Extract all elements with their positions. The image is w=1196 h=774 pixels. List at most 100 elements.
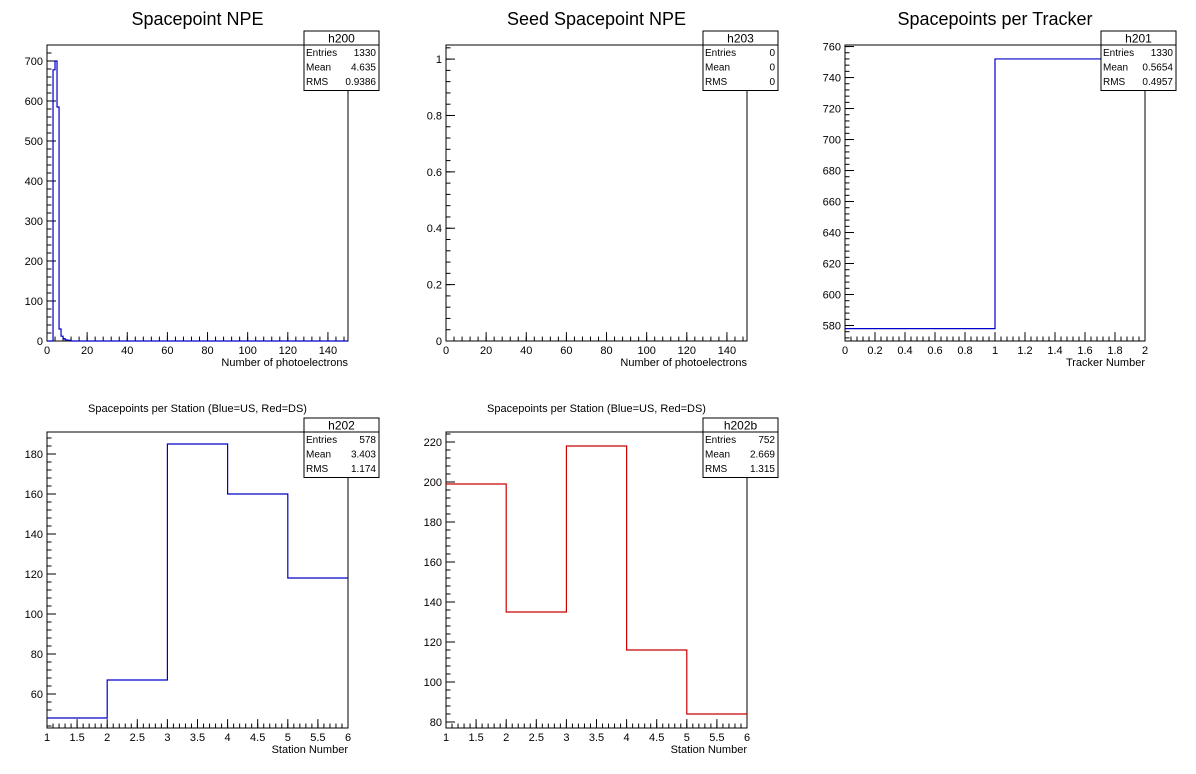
y-tick-label: 160: [25, 489, 43, 501]
stats-label: RMS: [705, 77, 728, 88]
y-tick-label: 120: [424, 637, 442, 649]
y-tick-label: 500: [25, 136, 43, 148]
stats-value: 2.669: [750, 450, 775, 461]
x-tick-label: 0.2: [867, 345, 882, 357]
histogram-line: [845, 58, 1145, 330]
stats-label: RMS: [306, 464, 329, 475]
stats-histogram-name: h200: [328, 32, 355, 46]
x-tick-label: 0.8: [957, 345, 972, 357]
y-tick-label: 200: [25, 256, 43, 268]
y-tick-label: 620: [823, 259, 841, 271]
x-tick-label: 1.6: [1077, 345, 1092, 357]
histogram-bin: [288, 578, 348, 728]
y-tick-label: 0.2: [427, 280, 442, 292]
x-axis-label: Tracker Number: [1066, 357, 1145, 369]
x-tick-label: 2: [1142, 345, 1148, 357]
x-tick-label: 4: [225, 732, 231, 744]
y-tick-label: 740: [823, 73, 841, 85]
x-axis-label: Station Number: [272, 744, 349, 756]
x-tick-label: 1.5: [69, 732, 84, 744]
histogram-panel-3: Spacepoints per Tracker 0 0.2 0.4 0.6 0.8 1 1.2…: [823, 9, 1177, 369]
y-tick-label: 80: [430, 717, 442, 729]
histogram-bin: [47, 718, 107, 728]
x-tick-label: 120: [279, 345, 297, 357]
histogram-bin: [63, 339, 65, 341]
y-tick-label: 700: [823, 135, 841, 147]
x-tick-label: 3: [563, 732, 569, 744]
x-tick-label: 1.5: [468, 732, 483, 744]
x-axis-label: Number of photoelectrons: [221, 357, 348, 369]
x-tick-label: 1.2: [1017, 345, 1032, 357]
x-axis-label: Station Number: [671, 744, 748, 756]
histogram-panel-5: Spacepoints per Station (Blue=US, Red=DS…: [424, 403, 779, 756]
stats-frame: [1100, 30, 1177, 91]
x-tick-label: 5: [684, 732, 690, 744]
y-tick-label: 180: [25, 449, 43, 461]
x-tick-label: 0.6: [927, 345, 942, 357]
y-tick-label: 100: [424, 677, 442, 689]
histogram-bin: [57, 107, 59, 341]
stats-box: h202 Entries 578 Mean 3.403 RMS 1.174: [303, 417, 380, 478]
histogram-bin: [59, 329, 61, 341]
histogram-bin: [995, 59, 1145, 341]
x-tick-label: 6: [345, 732, 351, 744]
histogram-bin: [446, 484, 506, 728]
chart-title: Spacepoint NPE: [131, 9, 263, 29]
stats-value: 0: [769, 63, 775, 74]
x-tick-label: 1: [443, 732, 449, 744]
plot-frame: [46, 44, 349, 342]
x-tick-label: 6: [744, 732, 750, 744]
histogram-bin: [228, 494, 288, 728]
stats-label: Entries: [306, 48, 337, 59]
histogram-bin: [566, 446, 626, 728]
histogram-bin: [687, 714, 747, 728]
x-tick-label: 120: [678, 345, 696, 357]
stats-value: 0.5654: [1142, 63, 1173, 74]
histogram-bin: [65, 340, 67, 341]
stats-histogram-name: h202b: [724, 419, 758, 433]
histogram-bin: [107, 680, 167, 728]
x-tick-label: 100: [637, 345, 655, 357]
chart-title: Spacepoints per Station (Blue=US, Red=DS…: [88, 403, 307, 415]
histogram-panel-1: Spacepoint NPE 0 20 40 60 80 100 120 140 0 100 200 3…: [25, 9, 380, 369]
stats-value: 0.4957: [1142, 77, 1173, 88]
plot-frame: [445, 44, 748, 342]
x-tick-label: 20: [480, 345, 492, 357]
y-tick-label: 140: [424, 597, 442, 609]
y-tick-label: 220: [424, 437, 442, 449]
y-tick-label: 160: [424, 557, 442, 569]
x-tick-label: 2.5: [529, 732, 544, 744]
chart-title: Spacepoints per Tracker: [897, 9, 1092, 29]
y-tick-label: 600: [25, 96, 43, 108]
y-tick-label: 640: [823, 228, 841, 240]
stats-label: Mean: [1103, 63, 1128, 74]
stats-value: 0: [769, 77, 775, 88]
y-tick-label: 680: [823, 166, 841, 178]
stats-box: h201 Entries 1330 Mean 0.5654 RMS 0.4957: [1100, 30, 1177, 91]
stats-label: Entries: [705, 435, 736, 446]
y-tick-label: 0.4: [427, 223, 442, 235]
x-tick-label: 40: [121, 345, 133, 357]
y-tick-label: 80: [31, 649, 43, 661]
y-tick-label: 400: [25, 176, 43, 188]
chart-title: Spacepoints per Station (Blue=US, Red=DS…: [487, 403, 706, 415]
stats-histogram-name: h201: [1125, 32, 1152, 46]
x-tick-label: 4.5: [250, 732, 265, 744]
histogram-bin: [506, 612, 566, 728]
x-tick-label: 5.5: [310, 732, 325, 744]
histogram-bin: [67, 340, 71, 341]
x-tick-label: 3.5: [190, 732, 205, 744]
y-tick-label: 60: [31, 689, 43, 701]
x-tick-label: 2: [503, 732, 509, 744]
x-tick-label: 0: [842, 345, 848, 357]
y-tick-label: 600: [823, 290, 841, 302]
x-tick-label: 2: [104, 732, 110, 744]
histogram-panel-4: Spacepoints per Station (Blue=US, Red=DS…: [25, 403, 380, 756]
histogram-line: [47, 443, 348, 719]
x-tick-label: 140: [718, 345, 736, 357]
histogram-bin: [61, 336, 63, 341]
x-tick-label: 0: [44, 345, 50, 357]
x-axis-label: Number of photoelectrons: [620, 357, 747, 369]
x-tick-label: 2.5: [130, 732, 145, 744]
